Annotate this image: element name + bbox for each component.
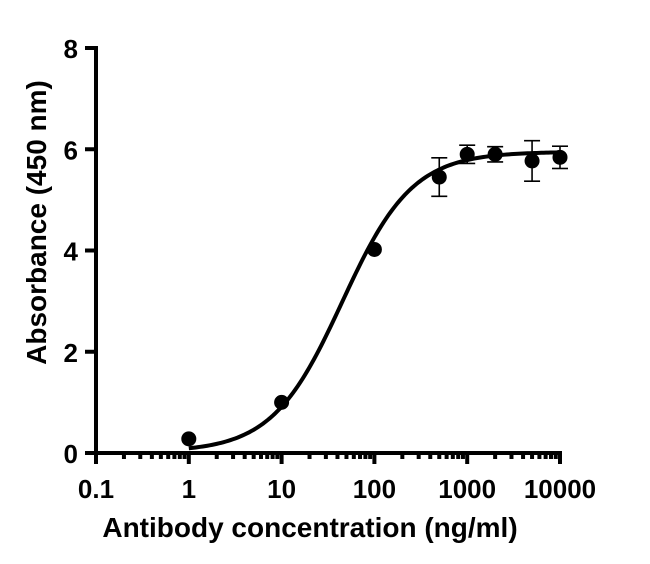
y-axis-ticks: 0 2 4 6 8 [64,34,96,469]
y-tick-label: 0 [64,439,78,469]
y-tick-label: 6 [64,135,78,165]
data-point [524,153,540,169]
y-tick-label: 4 [64,237,79,267]
x-tick-label: 100 [353,474,396,504]
data-point [181,431,197,447]
y-tick-label: 2 [64,338,78,368]
fit-curve-layer [188,150,561,451]
data-point [487,146,503,162]
x-axis-title: Antibody concentration (ng/ml) [102,512,517,543]
fit-curve [188,150,561,451]
data-point [459,146,475,162]
x-tick-label: 1000 [438,474,496,504]
x-axis-ticks: 0.1 1 10 100 1000 10000 [78,453,596,504]
x-tick-label: 1 [182,474,196,504]
x-tick-label: 10 [267,474,296,504]
axes [94,46,562,455]
x-tick-label: 10000 [524,474,596,504]
data-point [274,394,290,410]
x-tick-label: 0.1 [78,474,114,504]
data-point [552,149,568,165]
y-axis-title: Absorbance (450 nm) [21,80,52,365]
data-point [366,241,382,257]
data-point [431,169,447,185]
y-tick-label: 8 [64,34,78,64]
data-point-layer [181,146,568,447]
